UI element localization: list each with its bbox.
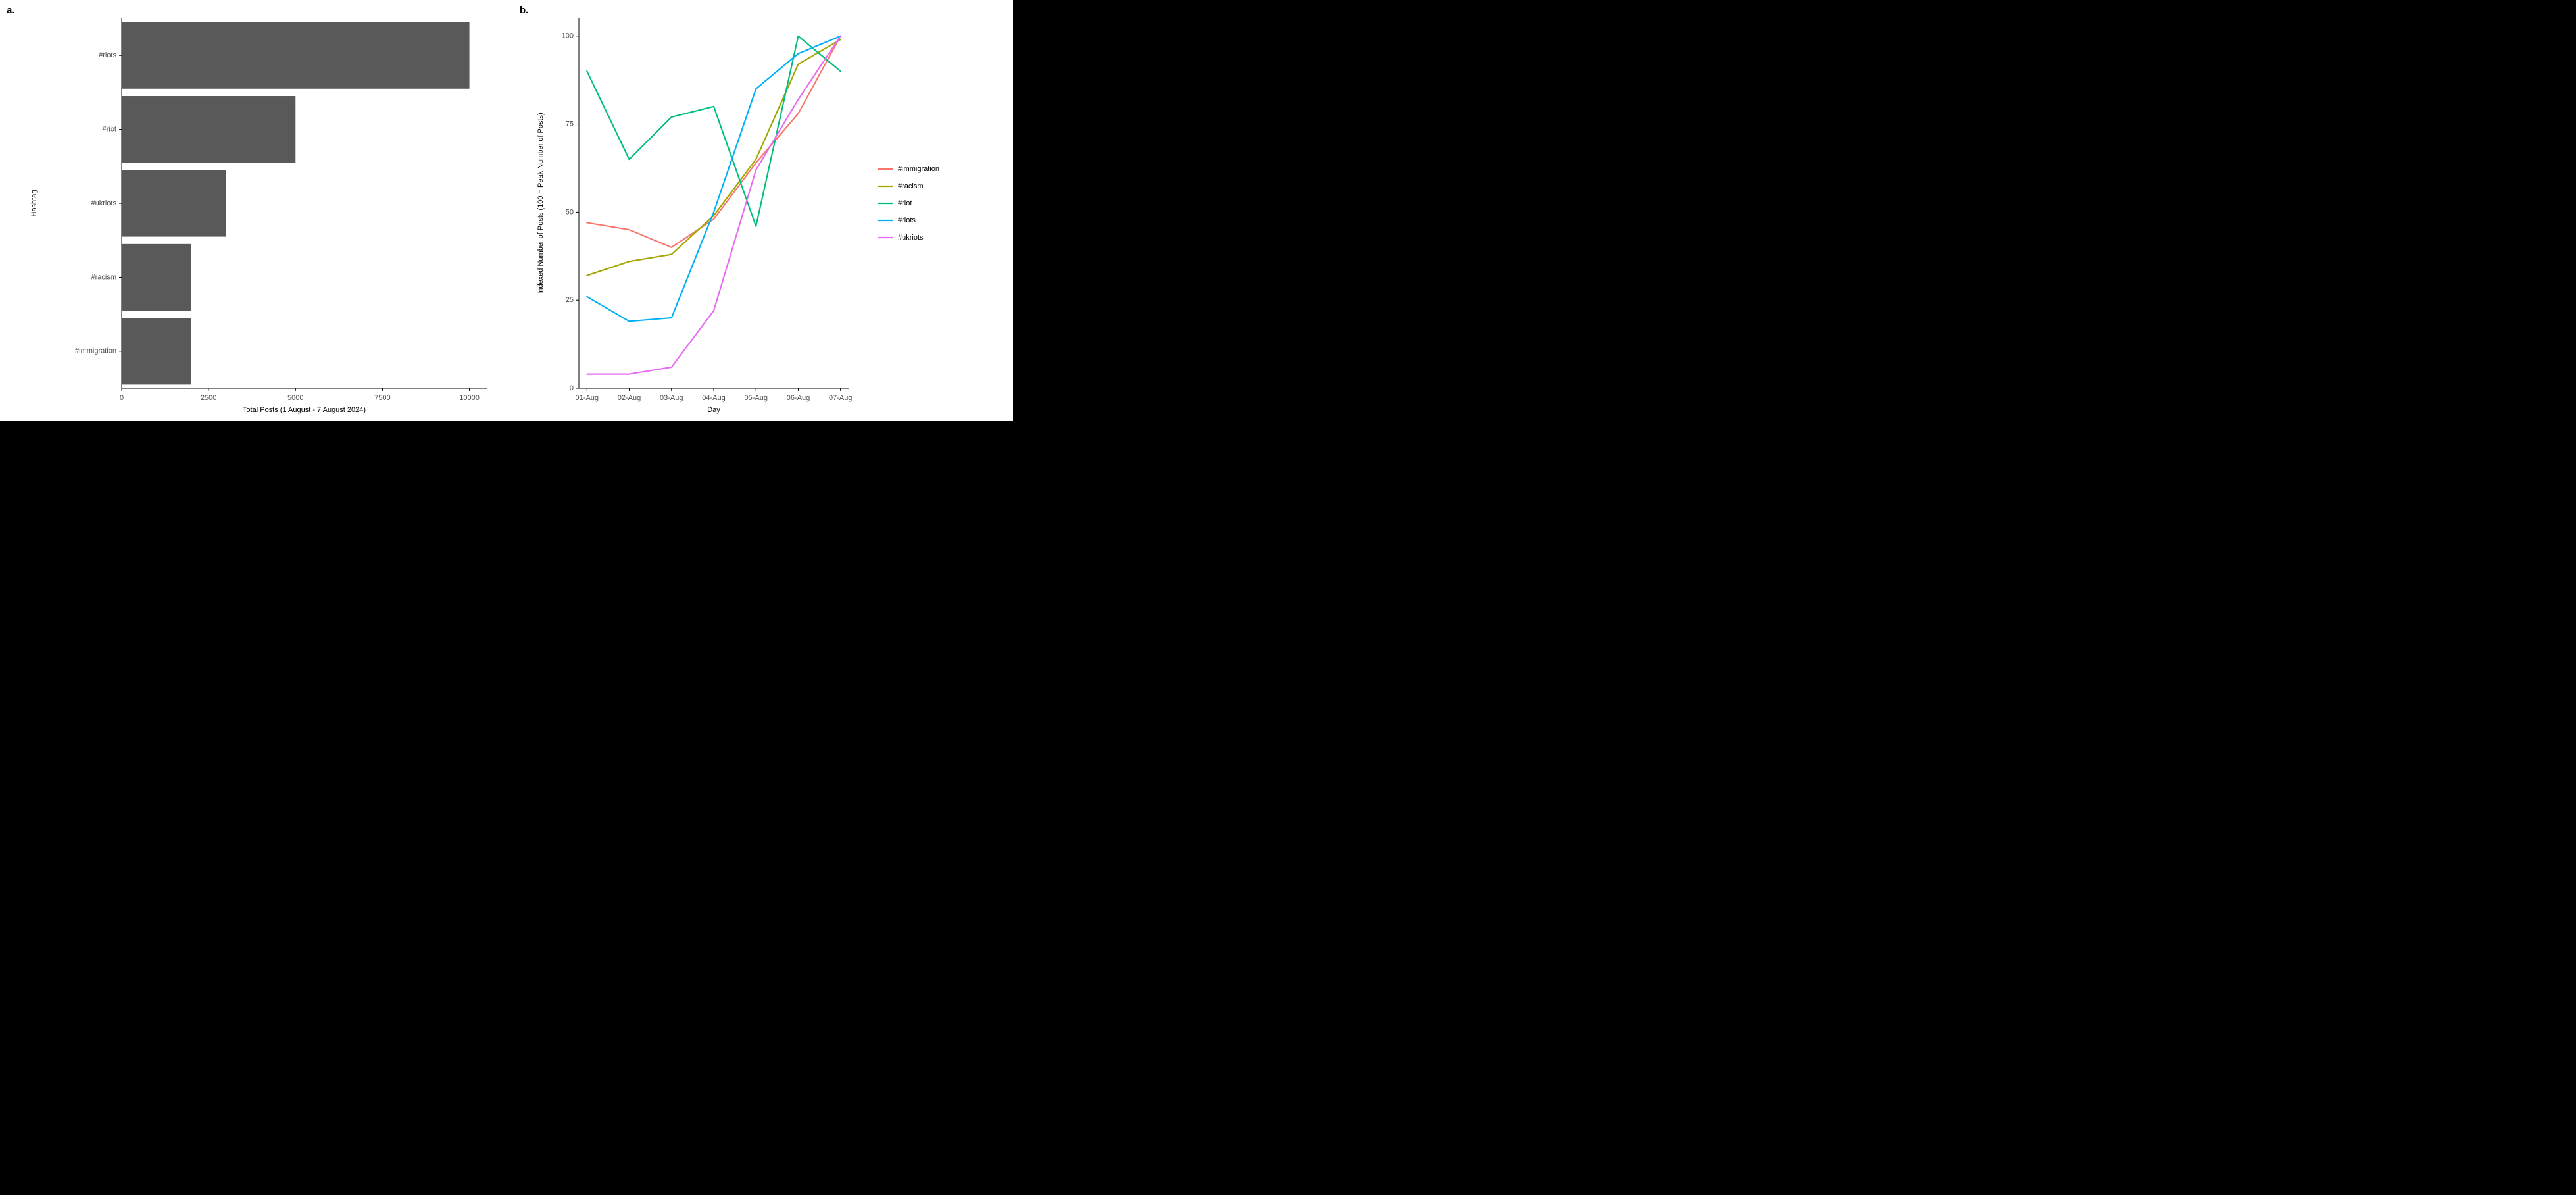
legend-label: #riots [898, 216, 916, 224]
series-line [587, 39, 840, 276]
panel-b-y-axis-title: Indexed Number of Posts (100 = Peak Numb… [537, 113, 545, 293]
legend-label: #immigration [898, 165, 939, 173]
panel-a-x-axis-title: Total Posts (1 August - 7 August 2024) [243, 406, 366, 414]
y-tick-label: 100 [562, 32, 574, 40]
legend-label: #riot [898, 199, 912, 207]
y-tick-label: #ukriots [91, 199, 116, 207]
bar [122, 22, 470, 89]
y-tick-label: #riot [103, 126, 116, 134]
y-tick-label: #immigration [75, 347, 116, 355]
x-tick-label: 0 [120, 394, 124, 402]
bar [122, 96, 295, 163]
panel-a-y-axis-title: Hashtag [30, 190, 38, 217]
x-tick-label: 04-Aug [702, 394, 725, 402]
x-tick-label: 07-Aug [829, 394, 852, 402]
y-tick-label: 25 [566, 296, 574, 304]
legend: #immigration #racism #riot #riots #ukriots [878, 165, 939, 242]
x-tick-label: 06-Aug [787, 394, 810, 402]
series-line [587, 36, 840, 322]
panel-a: a. #riots #riot #ukriots #racism #immigration… [7, 5, 487, 414]
panel-b-x-axis-title: Day [707, 406, 720, 414]
x-tick-label: 10000 [459, 394, 480, 402]
panel-b-title: b. [520, 5, 528, 16]
figure-container: a.#riots#riot#ukriots#racism#immigration… [0, 0, 1013, 421]
series-line [587, 36, 840, 374]
y-tick-label: 0 [570, 384, 574, 392]
bar [122, 244, 191, 311]
x-tick-label: 01-Aug [576, 394, 599, 402]
y-tick-label: #racism [91, 273, 116, 281]
bar [122, 170, 226, 236]
legend-label: #racism [898, 182, 924, 190]
panel-a-title: a. [7, 5, 15, 16]
x-tick-label: 5000 [287, 394, 303, 402]
x-tick-label: 7500 [374, 394, 390, 402]
bar [122, 318, 191, 384]
x-tick-label: 03-Aug [660, 394, 683, 402]
x-tick-label: 05-Aug [744, 394, 767, 402]
y-tick-label: #riots [99, 51, 116, 59]
panel-b: b. 0 25 50 75 100 01-Aug 02-Aug 03-Aug 04-Aug 05-A… [520, 5, 939, 414]
x-tick-label: 02-Aug [618, 394, 641, 402]
y-tick-label: 50 [566, 208, 574, 216]
y-tick-label: 75 [566, 120, 574, 128]
series-line [587, 36, 840, 226]
x-tick-label: 2500 [201, 394, 216, 402]
legend-label: #ukriots [898, 234, 924, 242]
figure-svg: a.#riots#riot#ukriots#racism#immigration… [0, 0, 1013, 421]
